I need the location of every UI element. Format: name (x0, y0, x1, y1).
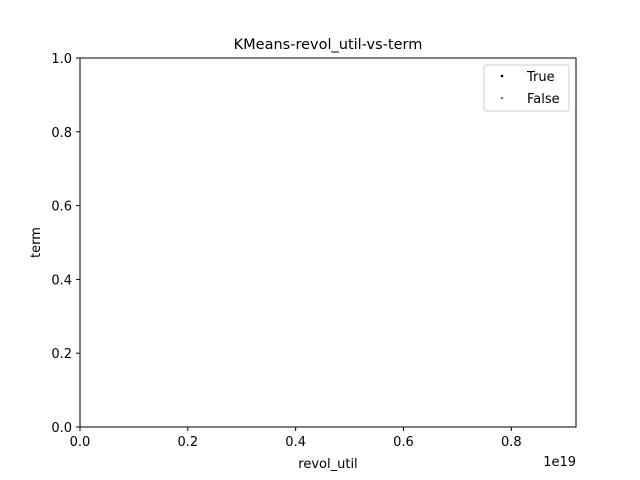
x-tick-label: 0.8 (501, 435, 522, 450)
legend-marker-false (500, 96, 504, 100)
plot-area (79, 57, 577, 428)
legend-frame (483, 64, 570, 112)
y-tick-label: 0.4 (51, 273, 72, 288)
x-axis-offset-label: 1e19 (543, 455, 576, 470)
legend-label-false: False (527, 92, 560, 107)
x-tick-label: 0.6 (393, 435, 414, 450)
legend: True False (483, 64, 570, 112)
y-tick-label: 0.6 (51, 200, 72, 215)
x-axis-ticks: 0.0 0.2 0.4 0.6 0.8 (70, 427, 522, 450)
x-axis-label: revol_util (298, 457, 357, 472)
x-tick-label: 0.4 (285, 435, 306, 450)
y-axis-label: term (29, 227, 44, 258)
legend-label-true: True (526, 70, 555, 85)
y-tick-label: 0.0 (51, 421, 72, 436)
legend-marker-true (500, 74, 504, 78)
chart-title: KMeans-revol_util-vs-term (234, 37, 423, 53)
x-tick-label: 0.2 (177, 435, 198, 450)
y-tick-label: 1.0 (51, 52, 72, 67)
y-tick-label: 0.8 (51, 126, 72, 141)
y-tick-label: 0.2 (51, 347, 72, 362)
x-tick-label: 0.0 (70, 435, 91, 450)
axes-frame (79, 57, 577, 428)
y-axis-ticks: 0.0 0.2 0.4 0.6 0.8 1.0 (51, 52, 80, 436)
